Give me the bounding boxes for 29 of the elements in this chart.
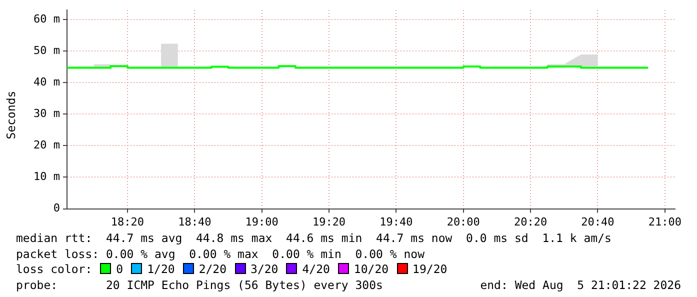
legend-title: loss color: (16, 262, 92, 276)
legend-label: 1/20 (147, 262, 175, 276)
x-tick-label: 19:00 (245, 215, 278, 228)
x-tick-label: 18:20 (110, 215, 144, 228)
text: packet loss: 0.00 % avg 0.00 % max 0.00 % min 0.00 % now (16, 246, 426, 262)
legend-label: 0 (116, 262, 124, 276)
y-axis-title: Seconds (4, 90, 18, 140)
legend-label: 19/20 (412, 262, 448, 276)
legend-label: 10/20 (354, 262, 389, 276)
x-tick-label: 19:20 (312, 215, 346, 228)
y-tick-label: 10 m (34, 170, 60, 184)
y-tick-label: 60 m (34, 12, 60, 26)
y-tick-label: 40 m (34, 75, 60, 88)
legend-label: 4/20 (302, 262, 330, 276)
y-tick-label: 50 m (34, 44, 60, 57)
legend-label: 3/20 (250, 262, 278, 276)
x-tick-label: 19:40 (380, 215, 413, 228)
text: probe: 20 ICMP Echo Pings (56 Bytes) every 300s (16, 278, 383, 293)
legend-label: 2/20 (198, 262, 227, 276)
x-tick-label: 20:40 (581, 215, 614, 228)
y-tick-label: 20 m (34, 138, 60, 152)
y-tick-label: 30 m (34, 106, 60, 120)
text: end: Wed Aug 5 21:01:22 2026 (480, 278, 681, 293)
x-tick-label: 21:00 (648, 215, 682, 228)
text: median rtt: 44.7 ms avg 44.8 ms max 44.6 ms min 44.7 ms now 0.0 ms sd 1.1 k am/s (16, 231, 612, 246)
y-tick-label: 0 (53, 202, 60, 215)
x-tick-label: 20:20 (514, 215, 548, 228)
x-tick-label: 18:40 (178, 215, 212, 228)
x-tick-label: 20:00 (446, 215, 480, 228)
